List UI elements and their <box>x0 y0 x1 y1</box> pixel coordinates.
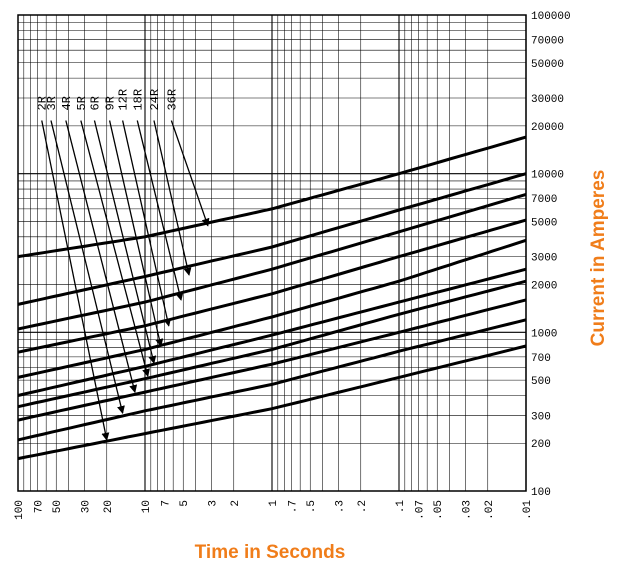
curve-5r <box>17 279 527 409</box>
leader-36r <box>170 120 210 227</box>
y-tick-label: 70000 <box>531 36 564 48</box>
x-tick-label: 2 <box>230 500 242 507</box>
y-tick-label: 300 <box>531 411 551 423</box>
curve-6r <box>17 267 527 397</box>
y-tick-label: 10000 <box>531 170 564 182</box>
x-tick-label: .07 <box>415 500 427 520</box>
y-tick-label: 30000 <box>531 94 564 106</box>
x-tick-label: 20 <box>103 500 115 513</box>
series-label-3r: 3R <box>45 96 59 110</box>
x-tick-labels: 100 70 50 30 20 10 7 5 3 2 1 .7 .5 .3 .2 .1 .07 .05 .03 .02… <box>14 500 534 520</box>
x-tick-label: 3 <box>207 500 219 507</box>
leader-6r <box>93 120 157 365</box>
series-label-2r: 2R <box>36 96 50 110</box>
x-tick-label: 1 <box>268 500 280 507</box>
x-tick-label: .05 <box>433 500 445 520</box>
curve-leaders <box>41 120 210 441</box>
x-tick-label: 30 <box>80 500 92 513</box>
curve-24r <box>17 172 527 306</box>
series-label-12r: 12R <box>117 89 131 111</box>
leader-9r <box>108 120 164 347</box>
y-tick-label: 1000 <box>531 328 557 340</box>
x-tick-label: 7 <box>161 500 173 507</box>
leader-18r <box>136 120 184 301</box>
series-label-4r: 4R <box>60 96 74 110</box>
plot-border <box>17 14 527 492</box>
series-label-18r: 18R <box>131 89 145 111</box>
x-tick-label: .01 <box>522 500 534 520</box>
x-tick-label: .7 <box>288 500 300 513</box>
y-tick-label: 100 <box>531 487 551 499</box>
plot-frame <box>17 14 527 492</box>
y-tick-labels: 100000 70000 50000 30000 20000 10000 7000 5000 3… <box>531 11 571 499</box>
curve-12r <box>17 218 527 354</box>
x-tick-label: .02 <box>484 500 496 520</box>
curve-18r <box>17 192 527 331</box>
y-tick-label: 3000 <box>531 253 557 265</box>
y-tick-label: 500 <box>531 376 551 388</box>
series-label-36r: 36R <box>165 89 179 111</box>
leader-3r <box>50 120 125 415</box>
curve-9r <box>17 238 527 379</box>
y-tick-label: 5000 <box>531 217 557 229</box>
x-axis-title: Time in Seconds <box>195 542 346 563</box>
leader-24r <box>153 120 192 276</box>
y-tick-label: 200 <box>531 439 551 451</box>
curve-2r <box>17 344 527 461</box>
x-tick-label: 70 <box>34 500 46 513</box>
x-tick-label: .3 <box>334 500 346 513</box>
leader-5r <box>80 120 150 378</box>
series-label-24r: 24R <box>148 89 162 111</box>
curve-36r <box>17 135 527 259</box>
y-tick-label: 50000 <box>531 59 564 71</box>
x-tick-label: 5 <box>179 500 191 507</box>
leader-12r <box>122 120 172 327</box>
x-tick-label: .5 <box>306 500 318 513</box>
y-tick-label: 100000 <box>531 11 571 23</box>
leader-2r <box>41 120 110 441</box>
y-tick-label: 7000 <box>531 194 557 206</box>
series-label-6r: 6R <box>88 96 102 110</box>
x-tick-label: .2 <box>357 500 369 513</box>
y-tick-label: 2000 <box>531 281 557 293</box>
y-tick-label: 700 <box>531 353 551 365</box>
x-tick-label: 100 <box>14 500 26 520</box>
x-tick-label: .1 <box>395 500 407 514</box>
x-tick-label: 10 <box>141 500 153 513</box>
series-label-5r: 5R <box>75 96 89 110</box>
y-tick-label: 20000 <box>531 122 564 134</box>
leader-4r <box>65 120 138 394</box>
x-tick-label: .03 <box>461 500 473 520</box>
series-label-9r: 9R <box>104 96 118 110</box>
grid <box>18 15 527 492</box>
curve-4r <box>17 298 527 422</box>
y-axis-title: Current in Amperes <box>588 170 609 347</box>
x-tick-label: 50 <box>52 500 64 513</box>
